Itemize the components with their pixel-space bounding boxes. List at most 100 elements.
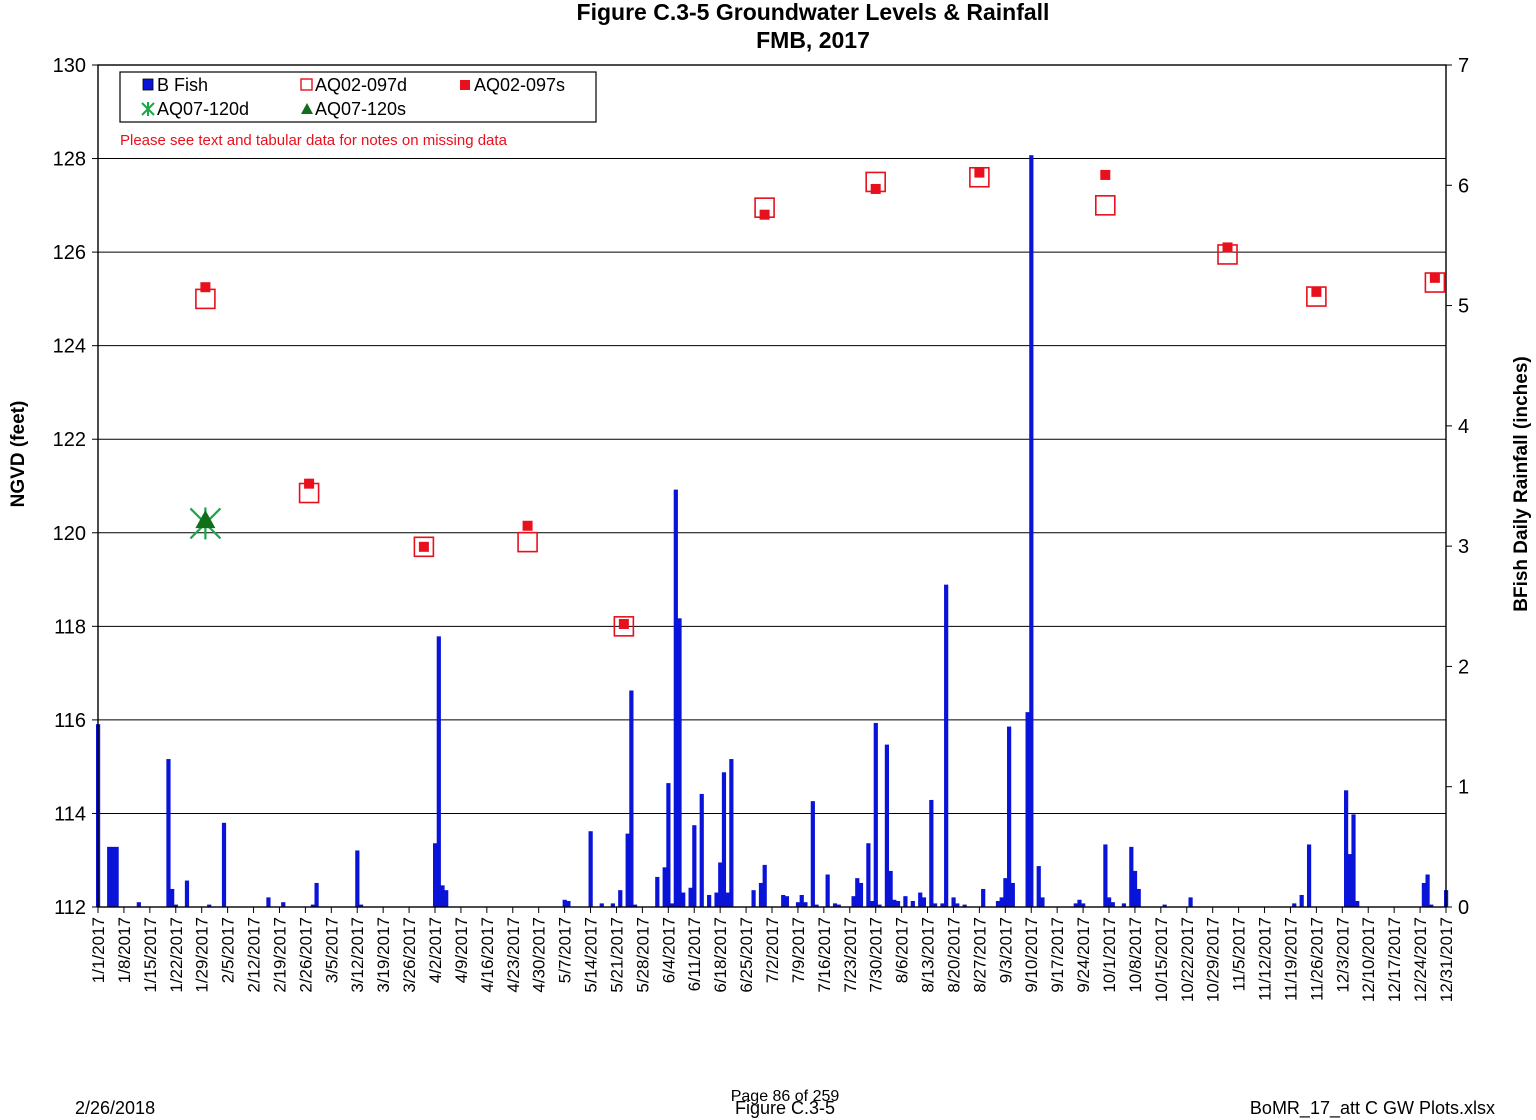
legend-swatch-bfish xyxy=(142,78,154,91)
aq02-097s-marker xyxy=(870,183,881,194)
rainfall-bar xyxy=(918,892,923,907)
rainfall-bar xyxy=(762,864,767,907)
rainfall-bar xyxy=(795,902,801,907)
x-tick-label: 9/10/2017 xyxy=(1022,917,1041,993)
rainfall-bar xyxy=(670,903,675,907)
right-y-axis-ticks: 0 1 2 3 4 5 6 7 xyxy=(1446,55,1469,919)
x-tick-label: 7/9/2017 xyxy=(789,917,808,983)
rainfall-bar xyxy=(673,489,678,907)
rainfall-bar xyxy=(1010,882,1015,907)
left-y-axis-ticks: 112 114 116 118 120 122 124 126 128 130 xyxy=(53,55,98,919)
x-tick-label: 12/10/2017 xyxy=(1359,917,1378,1002)
rainfall-bar xyxy=(1036,866,1041,907)
rainfall-bar xyxy=(799,894,804,907)
x-tick-label: 4/16/2017 xyxy=(478,917,497,993)
rainfall-bar xyxy=(436,636,441,907)
x-tick-label: 10/1/2017 xyxy=(1100,917,1119,993)
aq02-097d-marker xyxy=(517,531,538,553)
x-tick-label: 8/27/2017 xyxy=(970,917,989,993)
rainfall-bar xyxy=(562,899,567,907)
rainfall-bar xyxy=(681,892,686,907)
x-axis-ticks: 1/1/2017 1/8/2017 1/15/2017 1/22/2017 1/29/2… xyxy=(89,907,1456,1002)
rainfall-bar xyxy=(433,843,438,907)
legend-swatch-aq07-120s xyxy=(301,103,313,114)
x-tick-label: 7/16/2017 xyxy=(815,917,834,993)
x-tick-label: 5/28/2017 xyxy=(633,917,652,993)
rainfall-bar xyxy=(625,833,630,907)
rainfall-bar xyxy=(114,846,119,907)
right-tick-label: 5 xyxy=(1458,296,1469,318)
rainfall-bar xyxy=(166,759,171,907)
x-tick-label: 8/6/2017 xyxy=(893,917,912,983)
legend-label-bfish: B Fish xyxy=(157,75,208,95)
left-tick-label: 126 xyxy=(53,242,86,264)
x-tick-label: 9/3/2017 xyxy=(996,917,1015,983)
rainfall-bar xyxy=(955,903,960,907)
x-tick-label: 6/18/2017 xyxy=(711,917,730,993)
x-tick-label: 7/23/2017 xyxy=(841,917,860,993)
rainfall-bar xyxy=(814,904,819,907)
left-tick-label: 118 xyxy=(54,616,86,638)
rainfall-bar xyxy=(858,882,864,907)
rainfall-bar xyxy=(877,904,882,907)
rainfall-bar xyxy=(803,902,808,907)
rainfall-bar xyxy=(851,896,856,907)
rainfall-bar xyxy=(170,888,175,907)
rainfall-bar xyxy=(110,846,116,907)
rainfall-bar xyxy=(781,894,786,907)
x-tick-label: 3/19/2017 xyxy=(374,917,393,993)
rainfall-bar xyxy=(903,896,908,907)
x-tick-label: 2/5/2017 xyxy=(219,917,238,983)
x-tick-label: 3/5/2017 xyxy=(322,917,341,983)
aq02-097s-marker xyxy=(974,167,985,178)
rainfall-bar xyxy=(784,896,790,907)
aq02-097s-marker xyxy=(200,282,211,293)
rainfall-bar xyxy=(1162,904,1167,907)
legend: B Fish AQ02-097d AQ02-097s AQ07-120d AQ0… xyxy=(119,71,597,123)
rainfall-bar xyxy=(714,892,719,907)
rainfall-bar xyxy=(729,759,734,907)
x-tick-label: 9/24/2017 xyxy=(1074,917,1093,993)
rainfall-bar xyxy=(855,878,860,907)
x-tick-label: 10/15/2017 xyxy=(1152,917,1171,1002)
rainfall-bar xyxy=(1129,846,1134,907)
x-tick-label: 11/26/2017 xyxy=(1307,917,1326,1001)
x-tick-label: 8/20/2017 xyxy=(944,917,963,993)
x-tick-label: 11/5/2017 xyxy=(1230,917,1249,991)
x-tick-label: 4/9/2017 xyxy=(452,917,471,983)
rainfall-bar xyxy=(1136,888,1141,907)
x-tick-label: 5/14/2017 xyxy=(582,917,601,993)
rainfall-bar xyxy=(618,890,623,907)
aq02-097s-marker xyxy=(618,618,629,629)
legend-label-aq02-097s: AQ02-097s xyxy=(474,75,565,95)
rainfall-bar xyxy=(981,888,986,907)
rainfall-bar xyxy=(869,900,875,907)
rainfall-bar xyxy=(588,831,593,907)
footer-figure-label: Figure C.3-5 xyxy=(735,1098,835,1118)
rainfall-bar xyxy=(677,618,682,907)
left-tick-label: 120 xyxy=(53,523,86,545)
rainfall-bar xyxy=(888,870,893,907)
legend-box xyxy=(119,71,597,123)
rainfall-bar xyxy=(1003,878,1008,907)
rainfall-bar xyxy=(1421,882,1426,907)
rainfall-bar xyxy=(866,843,871,907)
rainfall-bar xyxy=(940,903,945,907)
x-tick-label: 1/8/2017 xyxy=(115,917,134,983)
x-tick-label: 12/17/2017 xyxy=(1385,917,1404,1002)
left-tick-label: 130 xyxy=(53,55,86,77)
left-tick-label: 114 xyxy=(54,803,86,825)
rainfall-bar xyxy=(221,822,227,907)
aq02-097s-marker xyxy=(418,541,429,552)
rainfall-bar xyxy=(1425,874,1430,907)
rainfall-bar xyxy=(1299,894,1304,907)
rainfall-bar xyxy=(1188,897,1193,907)
rainfall-bar xyxy=(1306,844,1312,907)
rainfall-bar xyxy=(355,850,360,907)
right-tick-label: 3 xyxy=(1458,536,1469,558)
x-tick-label: 4/23/2017 xyxy=(504,917,523,993)
aq02-097d-marker xyxy=(195,288,216,310)
aq02-097s-marker xyxy=(304,478,315,489)
rainfall-bar xyxy=(314,882,319,907)
left-tick-label: 128 xyxy=(53,149,86,171)
